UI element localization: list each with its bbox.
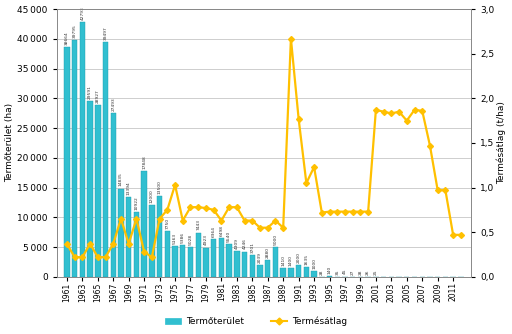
- Bar: [118, 188, 124, 277]
- Bar: [304, 267, 309, 277]
- Text: 13500: 13500: [158, 180, 162, 194]
- Text: 2880: 2880: [266, 246, 270, 258]
- Text: 35: 35: [335, 269, 339, 275]
- Text: 27: 27: [351, 269, 355, 275]
- Bar: [219, 238, 224, 277]
- Bar: [327, 276, 332, 277]
- Text: 13394: 13394: [126, 181, 131, 195]
- Bar: [211, 239, 217, 277]
- Bar: [149, 205, 155, 277]
- Text: 45: 45: [343, 269, 347, 275]
- Text: 1400: 1400: [289, 256, 293, 267]
- Text: 1000: 1000: [312, 258, 316, 269]
- Text: 29591: 29591: [88, 85, 92, 99]
- Text: 1410: 1410: [281, 255, 285, 266]
- Text: 6498: 6498: [219, 225, 223, 236]
- Bar: [80, 22, 85, 277]
- Text: 28: 28: [358, 269, 362, 275]
- Text: 28: 28: [320, 269, 324, 275]
- Text: 28927: 28927: [96, 89, 100, 103]
- Y-axis label: Termőterület (ha): Termőterület (ha): [6, 103, 14, 182]
- Text: 4309: 4309: [235, 238, 239, 249]
- Bar: [265, 260, 270, 277]
- Bar: [64, 47, 70, 277]
- Text: 5163: 5163: [173, 233, 177, 244]
- Text: 2000: 2000: [296, 252, 301, 263]
- Bar: [242, 252, 247, 277]
- Text: 25: 25: [374, 269, 378, 275]
- Bar: [88, 101, 93, 277]
- Text: 10922: 10922: [135, 196, 138, 210]
- Bar: [180, 245, 185, 277]
- Bar: [311, 271, 317, 277]
- Text: 1635: 1635: [304, 254, 308, 265]
- Text: 2039: 2039: [258, 252, 262, 263]
- Text: 39497: 39497: [103, 26, 108, 40]
- Text: 7750: 7750: [165, 217, 169, 228]
- Text: 17848: 17848: [142, 155, 146, 169]
- Bar: [288, 269, 293, 277]
- Bar: [273, 247, 278, 277]
- Bar: [234, 251, 240, 277]
- Bar: [188, 247, 193, 277]
- Bar: [196, 232, 201, 277]
- Text: 3701: 3701: [250, 242, 254, 253]
- Y-axis label: Termésátlag (t/ha): Termésátlag (t/ha): [497, 102, 506, 184]
- Bar: [281, 269, 286, 277]
- Bar: [203, 247, 209, 277]
- Text: 6364: 6364: [211, 226, 216, 237]
- Text: 39795: 39795: [73, 24, 77, 38]
- Text: 27493: 27493: [111, 98, 115, 111]
- Text: 5028: 5028: [188, 234, 193, 245]
- Bar: [296, 265, 302, 277]
- Bar: [134, 212, 139, 277]
- Bar: [258, 265, 263, 277]
- Text: 12000: 12000: [150, 190, 154, 203]
- Bar: [165, 231, 170, 277]
- Legend: Termőterület, Termésátlag: Termőterület, Termésátlag: [161, 313, 351, 329]
- Text: 26: 26: [366, 269, 370, 275]
- Bar: [72, 40, 77, 277]
- Text: 4923: 4923: [204, 234, 208, 245]
- Text: 7443: 7443: [196, 219, 200, 230]
- Text: 4246: 4246: [243, 238, 247, 249]
- Bar: [249, 255, 255, 277]
- Text: 5540: 5540: [227, 230, 231, 242]
- Text: 42793: 42793: [80, 6, 84, 20]
- Bar: [226, 244, 232, 277]
- Text: 5000: 5000: [273, 234, 278, 245]
- Bar: [157, 196, 162, 277]
- Bar: [173, 246, 178, 277]
- Text: 38664: 38664: [65, 31, 69, 45]
- Bar: [111, 113, 116, 277]
- Text: 5386: 5386: [181, 231, 185, 243]
- Bar: [141, 171, 147, 277]
- Bar: [103, 42, 108, 277]
- Text: 14835: 14835: [119, 173, 123, 186]
- Bar: [95, 105, 100, 277]
- Text: 140: 140: [328, 266, 332, 274]
- Bar: [126, 197, 132, 277]
